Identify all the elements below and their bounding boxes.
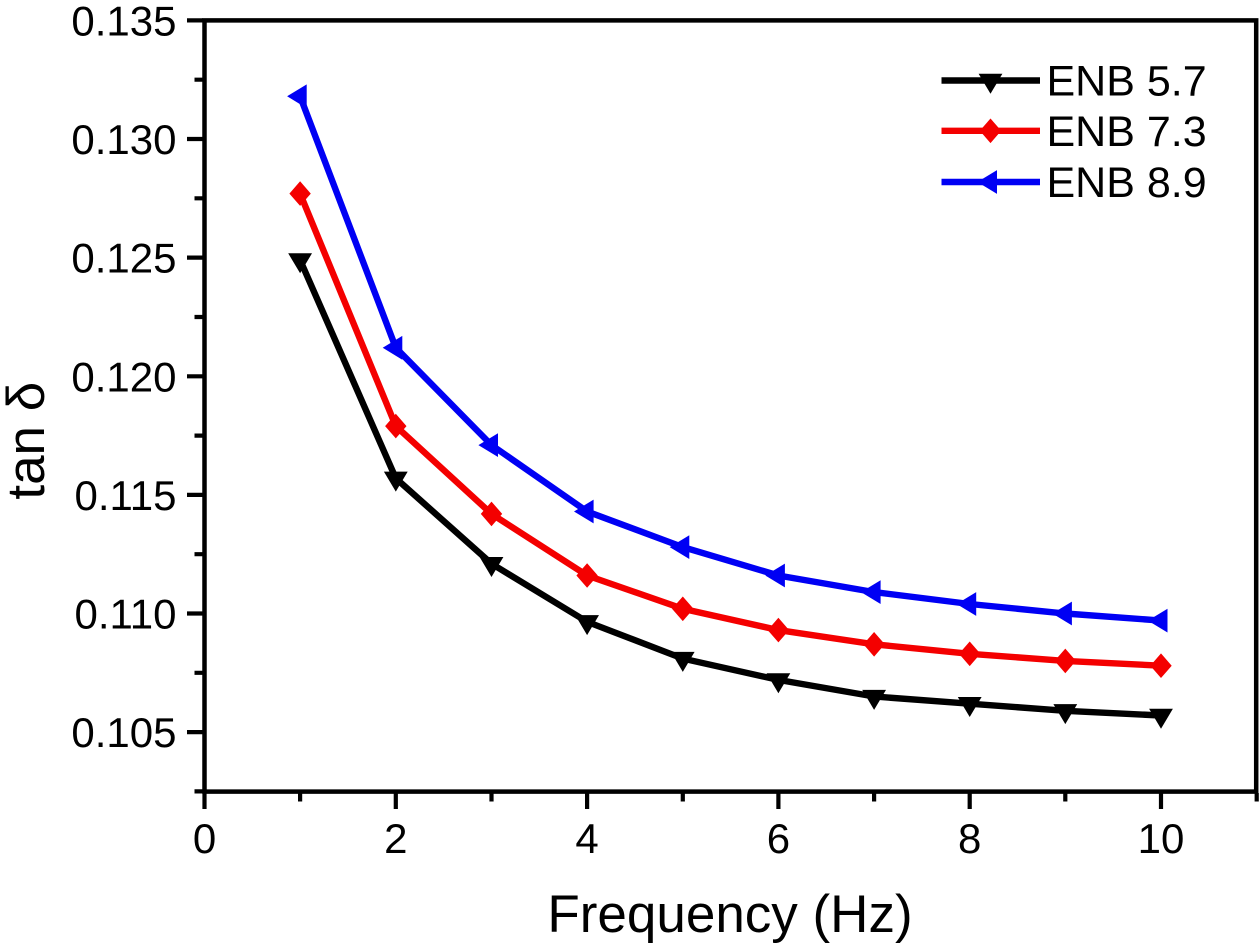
svg-text:6: 6 xyxy=(767,815,790,862)
svg-text:ENB 8.9: ENB 8.9 xyxy=(1047,159,1207,207)
svg-text:10: 10 xyxy=(1138,815,1185,862)
svg-text:0.135: 0.135 xyxy=(71,0,176,44)
svg-text:8: 8 xyxy=(958,815,981,862)
svg-text:0.125: 0.125 xyxy=(71,235,176,282)
svg-text:0.130: 0.130 xyxy=(71,116,176,163)
svg-text:0.105: 0.105 xyxy=(71,709,176,756)
svg-text:0.115: 0.115 xyxy=(75,472,177,519)
svg-text:4: 4 xyxy=(575,815,598,862)
svg-text:0.110: 0.110 xyxy=(75,591,177,638)
svg-text:tan δ: tan δ xyxy=(0,382,56,500)
svg-text:ENB 5.7: ENB 5.7 xyxy=(1047,58,1207,106)
svg-text:0.120: 0.120 xyxy=(71,353,176,400)
svg-text:ENB 7.3: ENB 7.3 xyxy=(1047,108,1207,156)
svg-text:Frequency (Hz): Frequency (Hz) xyxy=(547,885,912,943)
svg-text:2: 2 xyxy=(384,815,407,862)
svg-text:0: 0 xyxy=(193,815,216,862)
